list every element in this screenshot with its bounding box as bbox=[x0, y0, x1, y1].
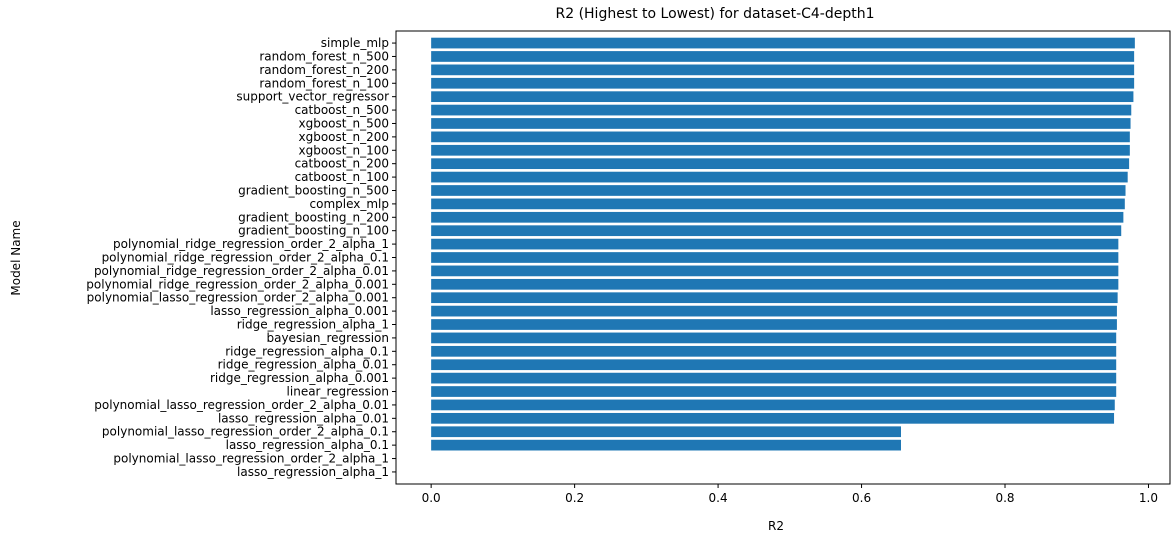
bar-16 bbox=[431, 252, 1119, 263]
y-tick-layer: simple_mlprandom_forest_n_500random_fore… bbox=[86, 36, 396, 479]
y-tick-label: polynomial_ridge_regression_order_2_alph… bbox=[86, 277, 389, 291]
y-tick-label: bayesian_regression bbox=[266, 331, 389, 345]
x-tick-label: 0.4 bbox=[709, 491, 728, 505]
x-tick-label: 1.0 bbox=[1139, 491, 1158, 505]
y-tick-label: simple_mlp bbox=[321, 36, 389, 50]
plot-frame bbox=[395, 30, 1171, 485]
bar-6 bbox=[431, 118, 1131, 129]
bar-29 bbox=[431, 426, 902, 438]
x-tick-label: 0.8 bbox=[995, 491, 1014, 505]
bar-12 bbox=[431, 198, 1125, 210]
bar-28 bbox=[431, 412, 1115, 424]
y-tick-label: random_forest_n_500 bbox=[259, 49, 389, 63]
y-axis-label: Model Name bbox=[9, 220, 23, 295]
y-tick-label: ridge_regression_alpha_0.1 bbox=[225, 344, 389, 358]
y-tick-label: gradient_boosting_n_100 bbox=[238, 224, 389, 238]
y-tick-label: catboost_n_100 bbox=[295, 170, 389, 184]
bar-10 bbox=[431, 171, 1128, 183]
bar-11 bbox=[431, 185, 1126, 196]
y-tick-label: xgboost_n_500 bbox=[299, 116, 390, 130]
y-tick-label: polynomial_lasso_regression_order_2_alph… bbox=[94, 398, 389, 412]
x-tick-layer: 0.0 0.2 0.4 0.6 0.8 1.0 bbox=[422, 484, 1158, 505]
bar-17 bbox=[431, 265, 1119, 277]
bar-19 bbox=[431, 292, 1118, 304]
bar-1 bbox=[431, 51, 1135, 62]
y-tick-label: lasso_regression_alpha_0.1 bbox=[226, 438, 389, 452]
y-tick-label: polynomial_lasso_regression_order_2_alph… bbox=[113, 452, 389, 466]
y-tick-label: polynomial_lasso_regression_order_2_alph… bbox=[87, 291, 389, 305]
y-tick-label: ridge_regression_alpha_1 bbox=[237, 318, 389, 332]
y-tick-label: polynomial_ridge_regression_order_2_alph… bbox=[113, 237, 389, 251]
bar-30 bbox=[431, 439, 902, 451]
bar-15 bbox=[431, 238, 1119, 250]
y-tick-label: ridge_regression_alpha_0.01 bbox=[218, 358, 389, 372]
bars-layer bbox=[431, 37, 1135, 451]
y-tick-label: polynomial_ridge_regression_order_2_alph… bbox=[102, 251, 389, 265]
bar-25 bbox=[431, 372, 1117, 384]
y-tick-label: catboost_n_200 bbox=[295, 157, 389, 171]
y-tick-label: xgboost_n_100 bbox=[299, 143, 390, 157]
y-tick-label: xgboost_n_200 bbox=[299, 130, 390, 144]
bar-8 bbox=[431, 144, 1130, 156]
y-tick-label: ridge_regression_alpha_0.001 bbox=[210, 371, 389, 385]
bar-24 bbox=[431, 359, 1117, 371]
y-tick-label: gradient_boosting_n_500 bbox=[238, 183, 389, 197]
y-tick-label: polynomial_lasso_regression_order_2_alph… bbox=[102, 425, 389, 439]
y-tick-label: lasso_regression_alpha_1 bbox=[237, 465, 389, 479]
bar-18 bbox=[431, 278, 1119, 290]
bar-27 bbox=[431, 399, 1115, 411]
bar-7 bbox=[431, 131, 1130, 143]
y-tick-label: lasso_regression_alpha_0.001 bbox=[210, 304, 389, 318]
x-tick-label: 0.6 bbox=[852, 491, 871, 505]
y-tick-label: lasso_regression_alpha_0.01 bbox=[218, 411, 389, 425]
chart-title: R2 (Highest to Lowest) for dataset-C4-de… bbox=[555, 6, 874, 22]
bar-22 bbox=[431, 332, 1117, 344]
bar-20 bbox=[431, 305, 1117, 317]
y-tick-label: linear_regression bbox=[287, 385, 389, 399]
x-axis-label: R2 bbox=[768, 519, 784, 533]
y-tick-label: polynomial_ridge_regression_order_2_alph… bbox=[94, 264, 389, 278]
bar-4 bbox=[431, 91, 1134, 103]
x-tick-label: 0.2 bbox=[565, 491, 584, 505]
bar-3 bbox=[431, 77, 1135, 89]
y-tick-label: catboost_n_500 bbox=[295, 103, 389, 117]
y-tick-label: gradient_boosting_n_200 bbox=[238, 210, 389, 224]
bar-0 bbox=[431, 37, 1135, 49]
x-tick-label: 0.0 bbox=[422, 491, 441, 505]
bar-23 bbox=[431, 345, 1117, 357]
bar-14 bbox=[431, 225, 1122, 237]
bar-13 bbox=[431, 211, 1124, 223]
y-tick-label: random_forest_n_100 bbox=[259, 76, 389, 90]
bar-5 bbox=[431, 104, 1132, 116]
bar-26 bbox=[431, 386, 1117, 397]
y-tick-label: complex_mlp bbox=[310, 197, 390, 211]
bar-21 bbox=[431, 319, 1117, 330]
y-tick-label: random_forest_n_200 bbox=[259, 63, 389, 77]
bar-9 bbox=[431, 158, 1130, 170]
bar-2 bbox=[431, 64, 1135, 76]
y-tick-label: support_vector_regressor bbox=[236, 90, 389, 104]
